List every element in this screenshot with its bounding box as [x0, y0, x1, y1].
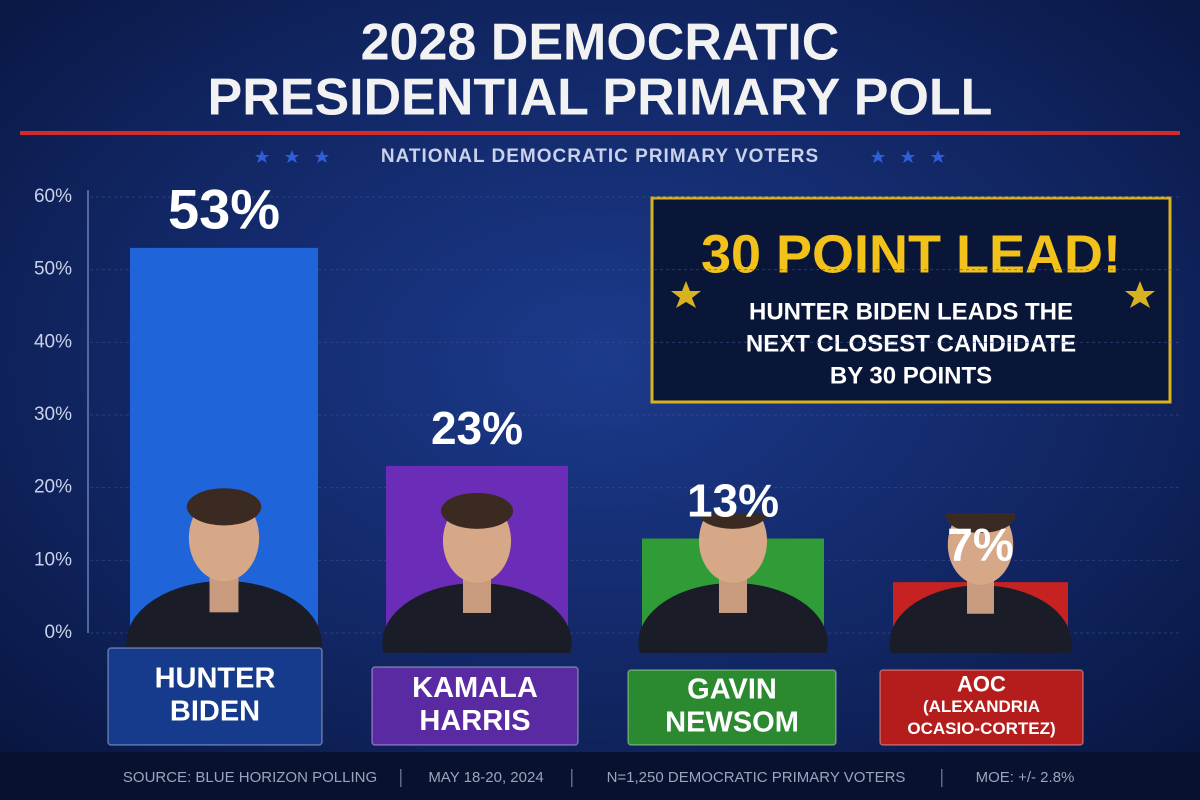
x-tick-label: AOC: [957, 671, 1006, 696]
footer-separators: [400, 769, 943, 787]
x-tick-label: OCASIO-CORTEZ): [907, 719, 1055, 738]
portrait: [638, 513, 828, 653]
x-tick-label: BIDEN: [170, 696, 260, 728]
portrait-body: [382, 582, 572, 653]
footer-band: [0, 752, 1200, 800]
portrait-body: [126, 580, 322, 653]
y-tick-label: 60%: [34, 186, 72, 207]
portrait-body: [889, 585, 1072, 653]
name-box: [879, 669, 1084, 746]
chart-title: PRESIDENTIAL PRIMARY POLL: [208, 69, 993, 127]
y-tick-label: 10%: [34, 549, 72, 570]
subtitle-stars: [255, 150, 945, 163]
value-label: 13%: [687, 475, 779, 527]
portrait-body: [638, 582, 828, 653]
chart-title: 2028 DEMOCRATIC: [361, 14, 840, 72]
portrait-head: [698, 513, 768, 583]
y-tick-label: 40%: [34, 331, 72, 352]
footer-text: SOURCE: BLUE HORIZON POLLING: [123, 769, 377, 786]
y-tick-label: 30%: [34, 404, 72, 425]
value-label: 7%: [947, 518, 1013, 570]
y-tick-label: 0%: [45, 622, 73, 643]
title-rule: [20, 131, 1180, 135]
portrait: [126, 488, 322, 653]
callout-text: NEXT CLOSEST CANDIDATE: [746, 330, 1076, 357]
chart-subtitle: NATIONAL DEMOCRATIC PRIMARY VOTERS: [381, 146, 819, 167]
callout-text: BY 30 POINTS: [830, 362, 992, 389]
name-box: [627, 669, 837, 746]
callout-box: [650, 196, 1172, 404]
name-box: [371, 666, 579, 746]
value-label: 53%: [168, 178, 280, 241]
x-tick-label: GAVIN: [687, 674, 777, 706]
portrait-hair: [440, 492, 514, 529]
x-tick-label: NEWSOM: [665, 707, 799, 739]
callout-stars: [671, 281, 1155, 308]
y-tick-label: 50%: [34, 259, 72, 280]
callout-text: HUNTER BIDEN LEADS THE: [749, 298, 1073, 325]
portrait-hair: [186, 488, 262, 526]
portrait-head: [947, 513, 1014, 585]
portrait: [382, 492, 572, 653]
y-tick-label: 20%: [34, 477, 72, 498]
x-tick-label: HUNTER: [155, 663, 276, 695]
value-label: 23%: [431, 402, 523, 454]
callout-headline: 30 POINT LEAD!: [701, 224, 1121, 284]
footer-text: MOE: +/- 2.8%: [976, 769, 1075, 786]
portrait-hair: [945, 513, 1016, 533]
footer-text: N=1,250 DEMOCRATIC PRIMARY VOTERS: [607, 769, 906, 786]
portrait: [889, 513, 1072, 653]
portrait-hair: [697, 513, 769, 529]
name-box: [107, 647, 323, 746]
x-tick-label: (ALEXANDRIA: [923, 697, 1040, 716]
x-tick-label: HARRIS: [419, 705, 530, 737]
footer-text: MAY 18-20, 2024: [428, 769, 543, 786]
x-tick-label: KAMALA: [412, 672, 538, 704]
